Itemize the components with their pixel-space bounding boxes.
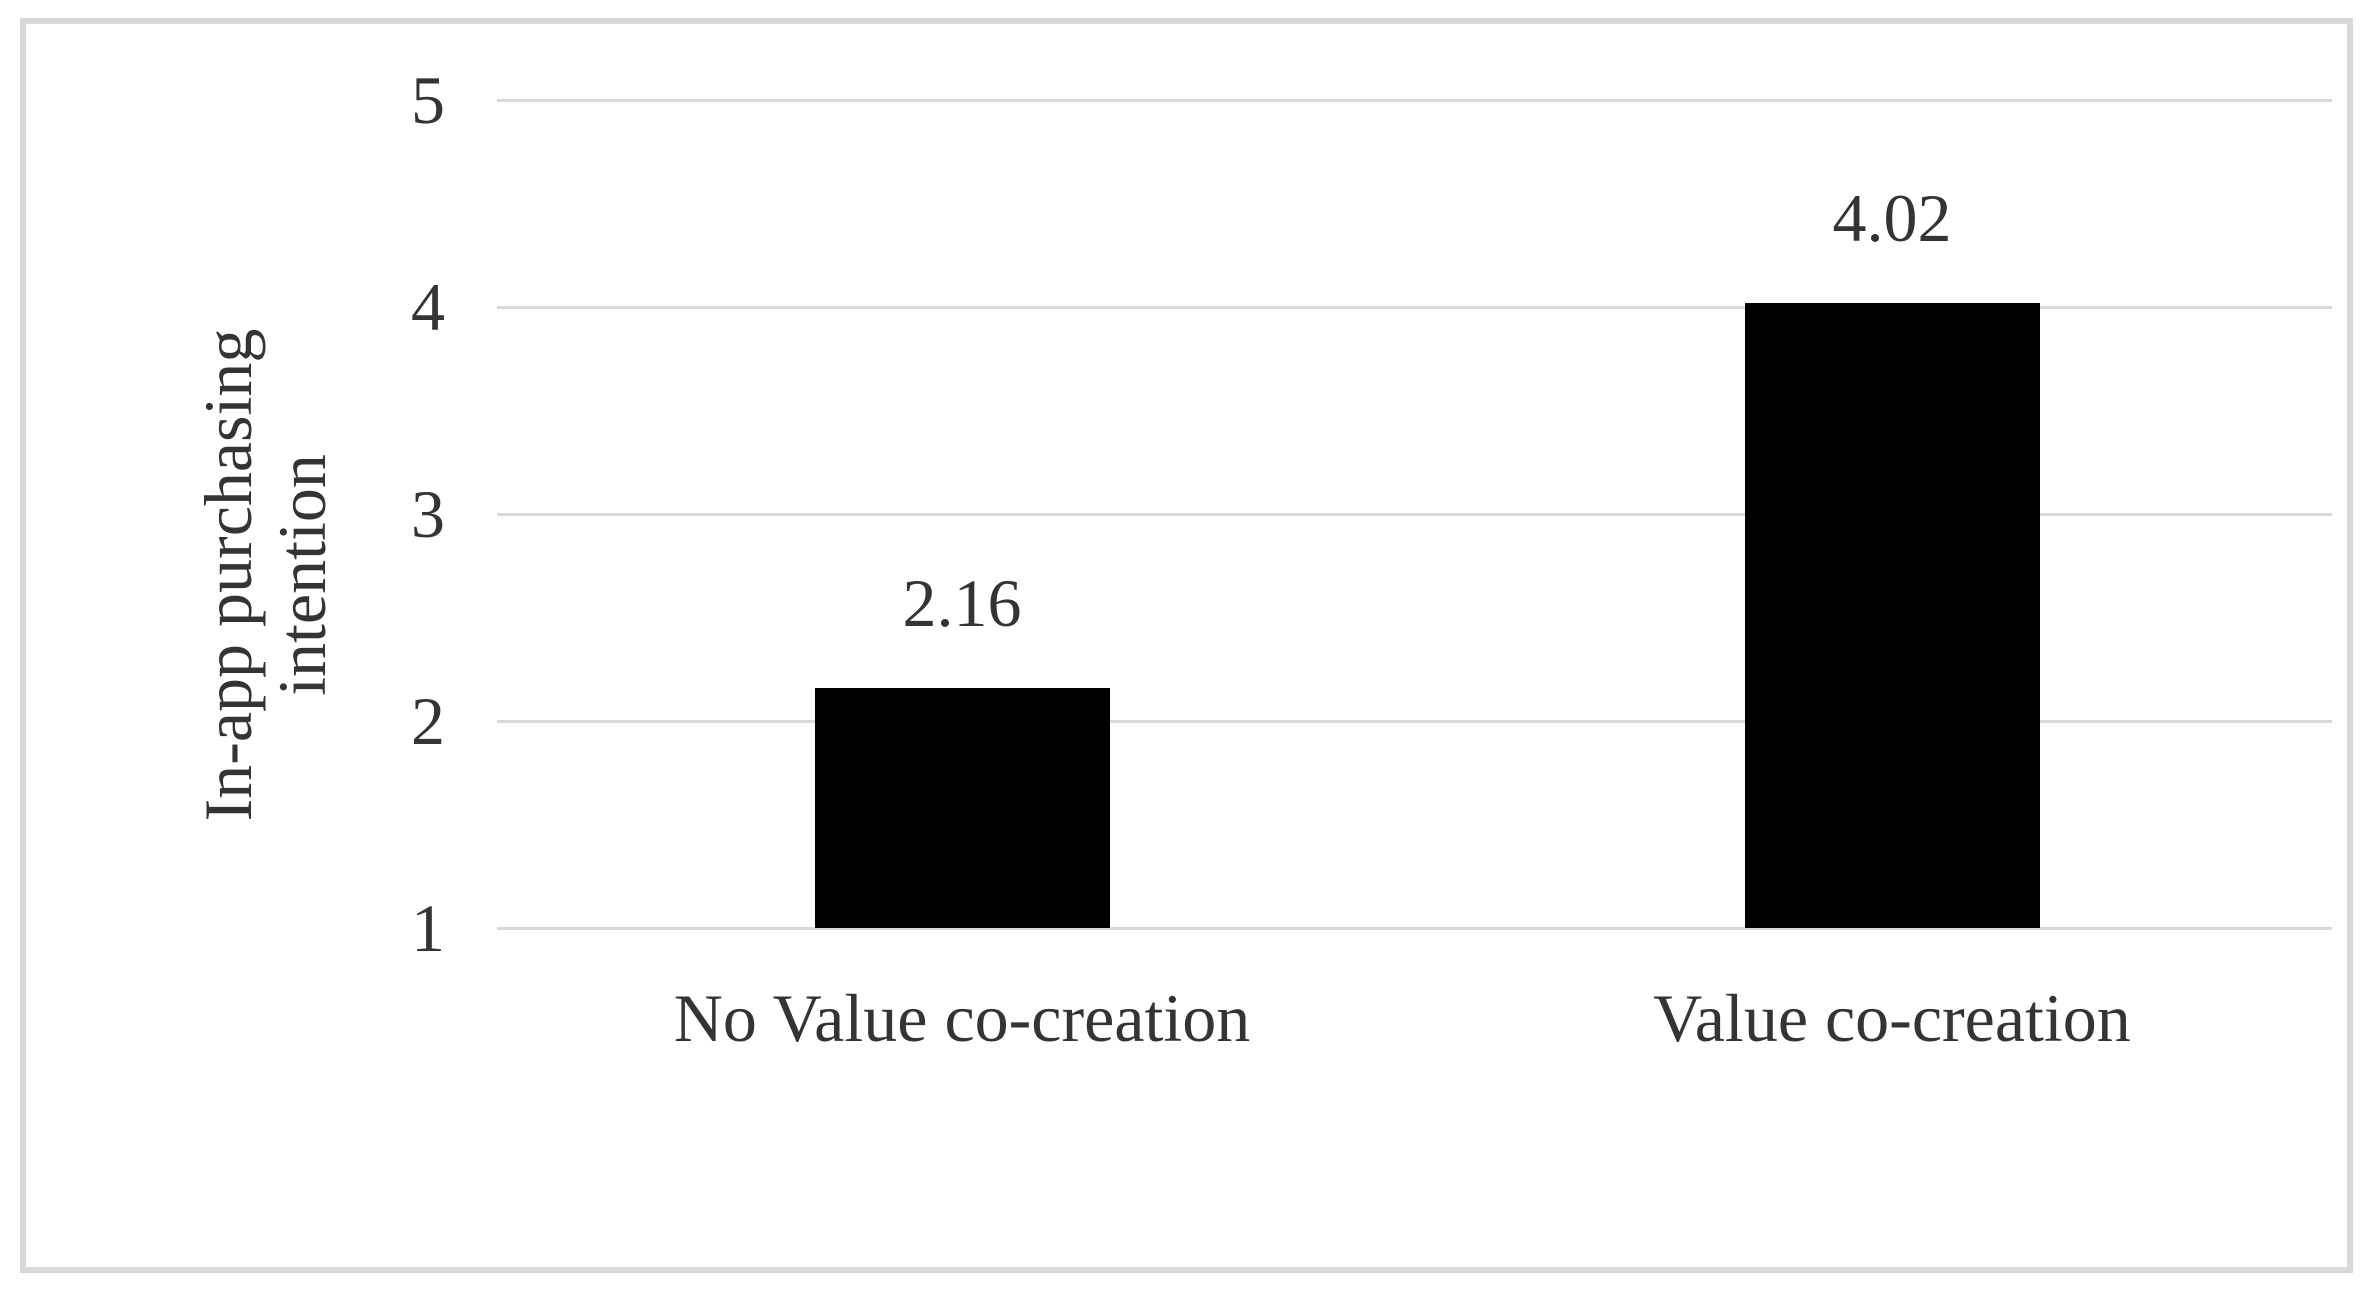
y-axis-title-line-2: intention [264,454,340,696]
y-tick-label-3: 3 [411,476,445,552]
bar-1 [814,687,1110,928]
gridline-y-3 [497,512,2332,516]
gridline-y-4 [497,305,2332,309]
gridline-y-2 [497,719,2332,723]
gridline-y-5 [497,98,2332,102]
bar-value-label-2: 4.02 [1832,179,1952,256]
y-tick-label-2: 2 [411,683,445,759]
gridline-y-1 [497,926,2332,930]
y-tick-label-4: 4 [411,269,445,345]
y-axis-title: In-app purchasing intention [190,328,340,822]
bar-2 [1744,302,2040,928]
bar-value-label-1: 2.16 [902,564,1022,641]
x-category-label-2: Value co-creation [1653,980,2131,1056]
y-tick-label-1: 1 [411,890,445,966]
chart-border [20,18,2353,1273]
y-tick-label-5: 5 [411,62,445,138]
x-category-label-1: No Value co-creation [673,980,1251,1056]
y-axis-title-line-1: In-app purchasing [190,328,266,822]
